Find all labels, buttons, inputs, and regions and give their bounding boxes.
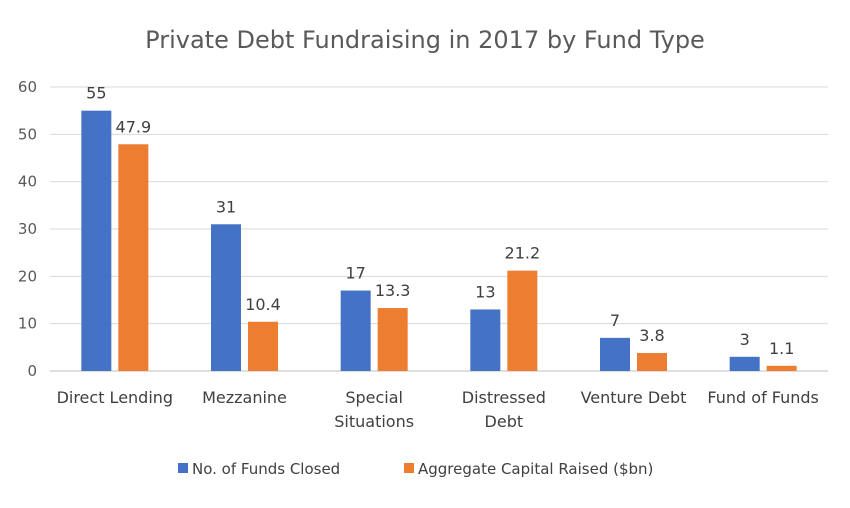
data-label: 13.3 [375,281,411,300]
y-tick-label: 20 [18,267,37,285]
bar-funds-closed [600,337,630,371]
x-tick-label: Situations [334,412,414,431]
data-label: 55 [86,84,106,103]
legend-item: No. of Funds Closed [178,460,340,478]
x-tick-label: Direct Lending [57,388,174,407]
bar-funds-closed [211,224,241,371]
bar-funds-closed [340,290,371,371]
data-label: 31 [216,197,236,216]
y-axis-ticks: 0 10 20 30 40 50 60 [18,78,37,380]
bar-funds-closed [470,309,501,371]
x-tick-label: Venture Debt [581,388,687,407]
x-tick-label: Debt [485,412,524,431]
gridlines [50,86,828,372]
bar-capital-raised [118,144,149,371]
bar-capital-raised [507,270,538,371]
data-labels: 55 31 17 13 7 3 47.9 10.4 13.3 21.2 3.8 1.1 [86,84,794,358]
x-tick-label: Mezzanine [202,388,287,407]
data-label: 21.2 [505,244,541,263]
bar-funds-closed [729,356,760,371]
x-tick-label: Distressed [462,388,546,407]
data-label: 7 [610,311,620,330]
data-label: 13 [475,282,495,301]
x-tick-label: Fund of Funds [707,388,818,407]
x-axis-labels: Direct Lending Mezzanine Special Situations… [57,388,819,431]
y-tick-label: 60 [18,78,37,96]
y-tick-label: 30 [18,220,37,238]
x-tick-label: Special [345,388,403,407]
y-tick-label: 0 [27,362,37,380]
data-label: 47.9 [116,117,152,136]
y-tick-label: 50 [18,125,37,143]
data-label: 1.1 [769,339,794,358]
legend-label: No. of Funds Closed [192,460,340,478]
bars [81,110,797,372]
legend: No. of Funds Closed Aggregate Capital Rai… [178,460,653,478]
bar-capital-raised [766,365,797,371]
y-tick-label: 40 [18,173,37,191]
data-label: 3 [740,330,750,349]
data-label: 3.8 [639,326,664,345]
bar-capital-raised [248,321,278,371]
y-tick-label: 10 [18,315,37,333]
bar-capital-raised [377,308,408,371]
legend-swatch [404,463,414,473]
data-label: 17 [345,264,365,283]
bar-capital-raised [637,353,667,371]
legend-swatch [178,463,188,473]
chart-title: Private Debt Fundraising in 2017 by Fund… [145,26,705,54]
legend-item: Aggregate Capital Raised ($bn) [404,460,653,478]
bar-funds-closed [81,110,112,372]
legend-label: Aggregate Capital Raised ($bn) [418,460,653,478]
data-label: 10.4 [245,295,281,314]
